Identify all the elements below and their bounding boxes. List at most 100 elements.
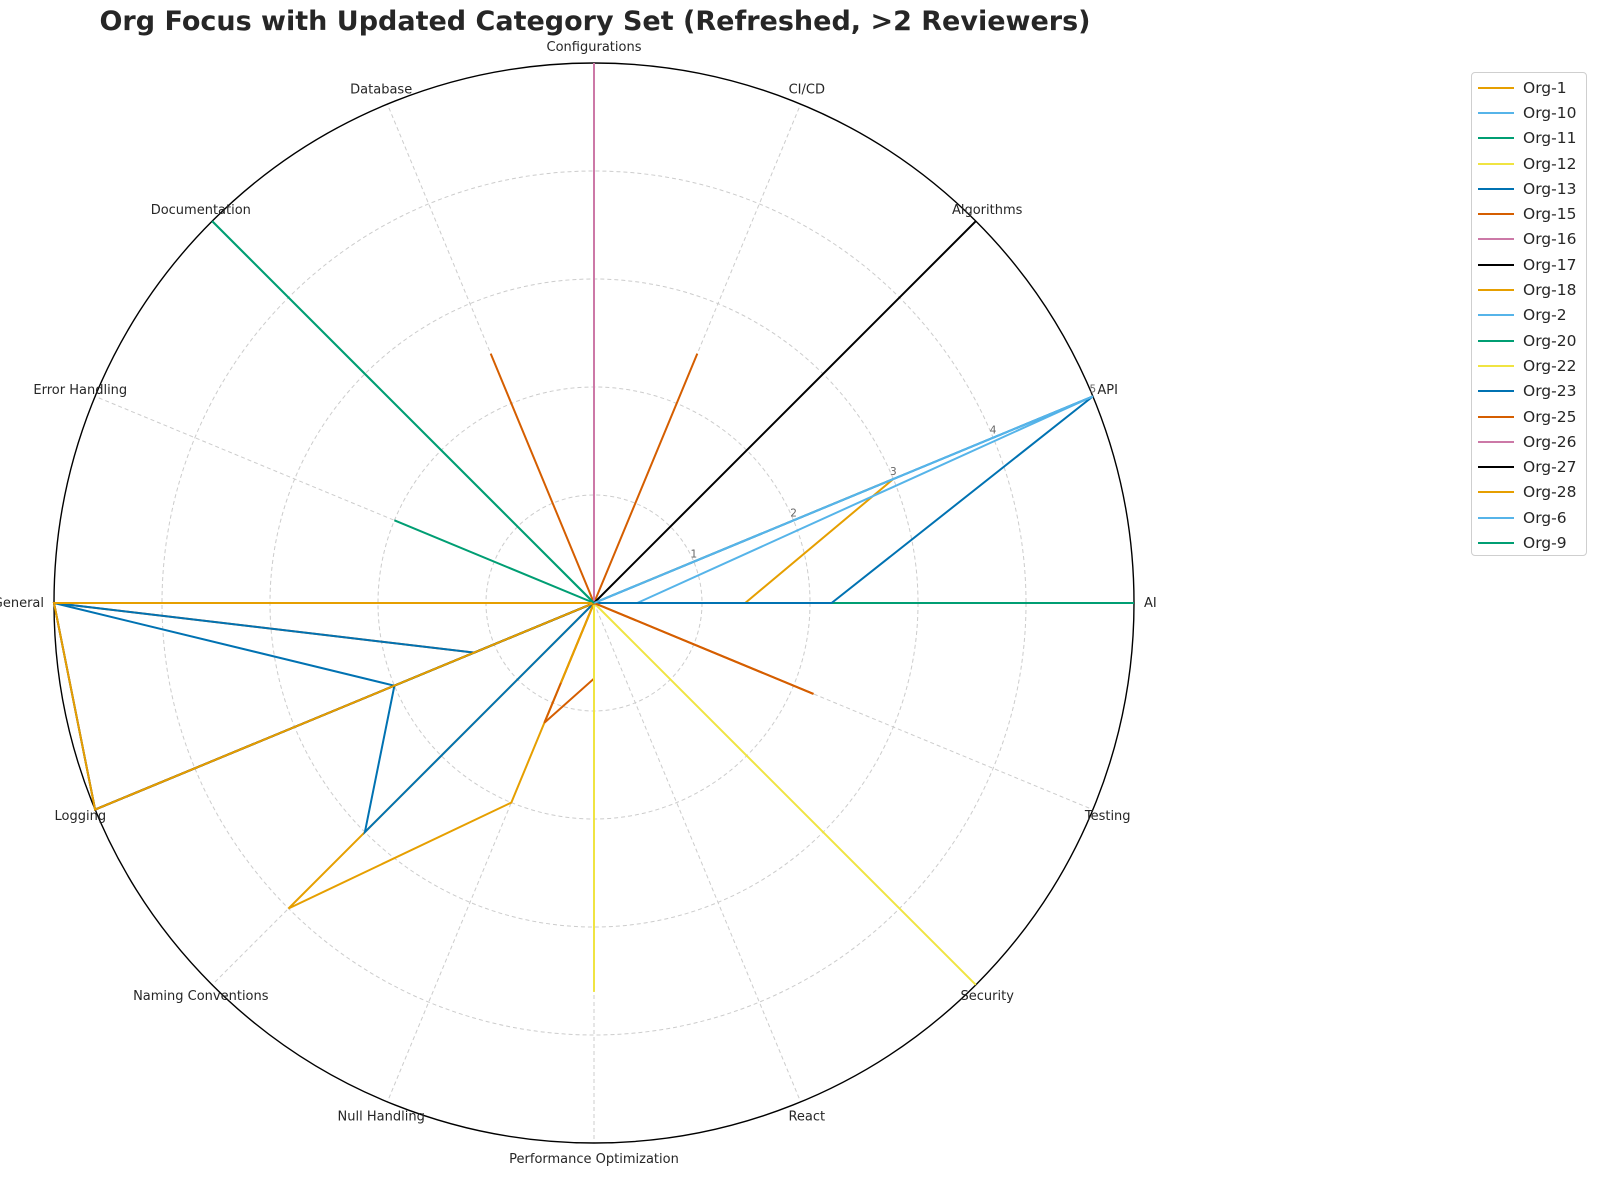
legend-item: Org-18 bbox=[1472, 277, 1586, 302]
legend-swatch bbox=[1478, 213, 1514, 216]
series-line-org-23 bbox=[53, 602, 595, 654]
category-label: Logging bbox=[55, 809, 107, 824]
legend-swatch bbox=[1478, 86, 1514, 89]
series-line-org-9 bbox=[211, 220, 595, 604]
legend-label: Org-9 bbox=[1523, 533, 1567, 552]
legend-item: Org-6 bbox=[1472, 505, 1586, 530]
legend-item: Org-9 bbox=[1472, 530, 1586, 555]
legend-swatch bbox=[1478, 390, 1514, 393]
category-label: Database bbox=[350, 82, 412, 97]
legend-label: Org-6 bbox=[1523, 508, 1567, 527]
radial-tick-label: 1 bbox=[690, 549, 697, 561]
legend-item: Org-11 bbox=[1472, 126, 1586, 151]
category-label: General bbox=[0, 596, 44, 611]
legend-swatch bbox=[1478, 516, 1514, 519]
legend-item: Org-16 bbox=[1472, 227, 1586, 252]
grid-spoke bbox=[593, 602, 802, 1103]
category-label: Security bbox=[961, 989, 1015, 1004]
legend-swatch bbox=[1478, 137, 1514, 140]
legend-swatch bbox=[1478, 541, 1514, 544]
legend-label: Org-20 bbox=[1523, 331, 1577, 350]
category-label: Documentation bbox=[151, 203, 251, 218]
legend-label: Org-22 bbox=[1523, 356, 1577, 375]
legend-label: Org-27 bbox=[1523, 458, 1577, 477]
legend-item: Org-23 bbox=[1472, 379, 1586, 404]
series-line-org-17 bbox=[52, 495, 595, 811]
series-line-org-15 bbox=[53, 601, 814, 724]
legend-label: Org-25 bbox=[1523, 407, 1577, 426]
legend-label: Org-11 bbox=[1523, 129, 1577, 148]
series-line-org-12 bbox=[593, 600, 977, 992]
legend-label: Org-10 bbox=[1523, 103, 1577, 122]
legend: Org-1 Org-10 Org-11 Org-12 Org-13 Org-15 Org-1… bbox=[1471, 72, 1587, 556]
legend-item: Org-27 bbox=[1472, 454, 1586, 479]
category-label: Performance Optimization bbox=[509, 1152, 679, 1167]
grid-spoke bbox=[386, 602, 595, 1103]
legend-item: Org-22 bbox=[1472, 353, 1586, 378]
legend-swatch bbox=[1478, 187, 1514, 190]
category-label: API bbox=[1097, 383, 1118, 398]
grid-spoke bbox=[593, 602, 1094, 811]
series-line-org-27 bbox=[94, 220, 977, 811]
legend-swatch bbox=[1478, 238, 1514, 241]
legend-item: Org-25 bbox=[1472, 404, 1586, 429]
legend-label: Org-23 bbox=[1523, 382, 1577, 401]
category-label: CI/CD bbox=[789, 82, 825, 97]
legend-swatch bbox=[1478, 314, 1514, 317]
radial-tick-labels: 1 2 3 4 5 bbox=[690, 383, 1096, 560]
series-line-org-28 bbox=[52, 602, 595, 811]
category-label: Null Handling bbox=[338, 1110, 425, 1125]
category-label: React bbox=[788, 1110, 825, 1125]
legend-label: Org-1 bbox=[1523, 78, 1567, 97]
grid-spoke bbox=[386, 103, 595, 604]
series-line-org-25 bbox=[54, 353, 814, 695]
radial-tick-label: 4 bbox=[990, 425, 997, 437]
legend-label: Org-26 bbox=[1523, 432, 1577, 451]
legend-swatch bbox=[1478, 289, 1514, 292]
legend-swatch bbox=[1478, 440, 1514, 443]
radial-tick-label: 2 bbox=[790, 507, 797, 519]
legend-label: Org-17 bbox=[1523, 255, 1577, 274]
series-lines bbox=[52, 63, 1134, 992]
chart-title: Org Focus with Updated Category Set (Ref… bbox=[99, 6, 1091, 37]
legend-item: Org-28 bbox=[1472, 480, 1586, 505]
legend-swatch bbox=[1478, 263, 1514, 266]
category-label: Algorithms bbox=[952, 203, 1023, 218]
legend-swatch bbox=[1478, 466, 1514, 469]
legend-label: Org-12 bbox=[1523, 154, 1577, 173]
category-label: Configurations bbox=[547, 40, 642, 55]
legend-swatch bbox=[1478, 491, 1514, 494]
series-line-org-6 bbox=[593, 395, 1094, 604]
legend-label: Org-13 bbox=[1523, 179, 1577, 198]
series-line-org-10 bbox=[540, 395, 1094, 604]
legend-item: Org-26 bbox=[1472, 429, 1586, 454]
legend-item: Org-1 bbox=[1472, 75, 1586, 100]
radial-tick-label: 5 bbox=[1090, 383, 1097, 395]
legend-swatch bbox=[1478, 415, 1514, 418]
legend-item: Org-20 bbox=[1472, 328, 1586, 353]
radar-chart: AI API Algorithms CI/CD Configurations Databa… bbox=[0, 40, 1157, 1167]
legend-item: Org-2 bbox=[1472, 303, 1586, 328]
legend-label: Org-18 bbox=[1523, 281, 1577, 300]
category-label: AI bbox=[1144, 596, 1157, 611]
legend-item: Org-13 bbox=[1472, 176, 1586, 201]
legend-label: Org-28 bbox=[1523, 483, 1577, 502]
legend-item: Org-15 bbox=[1472, 201, 1586, 226]
category-label: Error Handling bbox=[33, 383, 127, 398]
legend-swatch bbox=[1478, 339, 1514, 342]
legend-label: Org-15 bbox=[1523, 205, 1577, 224]
legend-swatch bbox=[1478, 111, 1514, 114]
legend-swatch bbox=[1478, 364, 1514, 367]
grid-spoke bbox=[593, 103, 802, 604]
legend-label: Org-16 bbox=[1523, 230, 1577, 249]
legend-item: Org-17 bbox=[1472, 252, 1586, 277]
category-label: Testing bbox=[1084, 809, 1131, 824]
category-labels: AI API Algorithms CI/CD Configurations Databa… bbox=[0, 40, 1157, 1167]
series-line-org-18 bbox=[54, 602, 596, 684]
legend-item: Org-10 bbox=[1472, 100, 1586, 125]
radial-tick-label: 3 bbox=[890, 466, 897, 478]
legend-swatch bbox=[1478, 162, 1514, 165]
grid-spoke bbox=[94, 395, 595, 604]
category-label: Naming Conventions bbox=[133, 989, 269, 1004]
legend-label: Org-2 bbox=[1523, 306, 1567, 325]
